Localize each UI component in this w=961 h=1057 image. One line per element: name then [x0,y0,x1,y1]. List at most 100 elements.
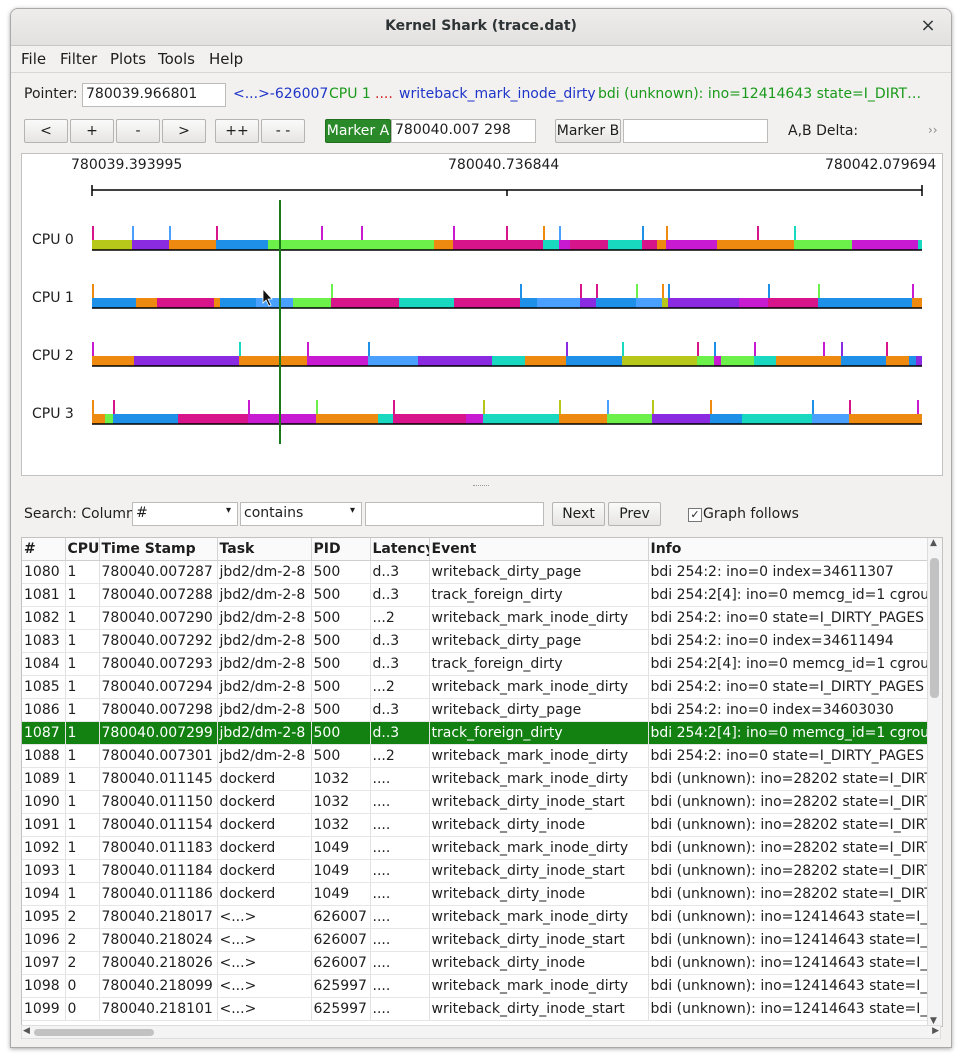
menu-filter[interactable]: Filter [60,50,98,68]
col-timestamp-cell: 780040.007298 [99,698,218,722]
scroll-down-icon[interactable]: ▼ [930,1016,937,1026]
cpu-2-task-block [368,356,418,366]
cpu-0-event-tick [321,226,323,240]
table-row[interactable]: 1091 1 780040.011154 dockerd 1032.... writeba… [22,813,928,837]
table-row[interactable]: 1089 1 780040.011145 dockerd 1032.... writeba… [22,767,928,791]
search-column-select[interactable]: # ▾ [132,502,238,526]
trace-graph[interactable]: 780039.393995 780040.736844 780042.07969… [21,153,943,476]
col-pid-header[interactable]: PID [311,538,371,561]
table-row[interactable]: 1096 2 780040.218024 <...> 626007.... writeba… [22,928,928,952]
table-row[interactable]: 1097 2 780040.218026 <...> 626007.... writeba… [22,951,928,975]
cpu-3-event-tick [393,400,395,414]
prev-button[interactable]: Prev [608,502,661,526]
col-latency-cell: d..3 [370,721,430,745]
cpu-1-task-block [768,298,818,308]
cpu-plots[interactable] [22,154,942,475]
table-row[interactable]: 1087 1 780040.007299 jbd2/dm-2-8 500 d..3 trac… [22,721,928,745]
next-button[interactable]: Next [552,502,605,526]
col-cpu-cell: 1 [65,813,100,837]
cpu-0-task-block [852,240,918,250]
table-row[interactable]: 1080 1 780040.007287 jbd2/dm-2-8 500 d..3 writ… [22,560,928,584]
col-index-header[interactable]: # [22,538,66,561]
col-pid-cell: 626007 [311,928,371,952]
title-bar: Kernel Shark (trace.dat) × [11,9,951,46]
marker-a-button[interactable]: Marker A [325,119,391,143]
col-info-header[interactable]: Info [648,538,928,561]
events-table: # CPU Time Stamp Task PID Latency Event Info 10… [21,537,943,1027]
horizontal-scroll-thumb[interactable] [34,1029,154,1036]
time-end-label: 780042.079694 [825,157,937,173]
table-row[interactable]: 1081 1 780040.007288 jbd2/dm-2-8 500 d..3 trac… [22,583,928,607]
col-cpu-header[interactable]: CPU [65,538,100,561]
col-timestamp-cell: 780040.011186 [99,882,218,906]
cpu-0-task-block [666,240,717,250]
table-row[interactable]: 1082 1 780040.007290 jbd2/dm-2-8 500 ...2 writ… [22,606,928,630]
time-mid-label: 780040.736844 [448,157,560,173]
menu-file[interactable]: File [21,50,47,68]
pointer-value-field[interactable]: 780039.966801 [82,83,226,107]
col-index-cell: 1082 [22,606,66,630]
cpu-0-task-block [543,240,559,250]
graph-follows-checkbox[interactable]: ✓ [688,508,702,522]
table-row[interactable]: 1092 1 780040.011183 dockerd 1049.... writeba… [22,836,928,860]
table-row[interactable]: 1095 2 780040.218017 <...> 626007.... writeba… [22,905,928,929]
table-row[interactable]: 1090 1 780040.011150 dockerd 1032.... writeba… [22,790,928,814]
col-info-cell: bdi 254:2: ino=0 state=I_DIRTY_PAGES fla [648,675,928,699]
cpu-3-event-tick [316,400,318,414]
toolbar-overflow-icon[interactable]: ›› [928,123,938,137]
table-row[interactable]: 1094 1 780040.011186 dockerd 1049.... writeba… [22,882,928,906]
cpu-2-task-block [418,356,492,366]
zoom-max-button[interactable]: ++ [215,119,259,143]
zoom-in-button[interactable]: + [70,119,114,143]
col-task-cell: dockerd [217,836,312,860]
marker-a-field[interactable]: 780040.007 298 [391,119,536,143]
search-condition-value: contains [244,505,304,521]
col-task-header[interactable]: Task [217,538,312,561]
scroll-left-button[interactable]: < [24,119,68,143]
col-timestamp-header[interactable]: Time Stamp [99,538,218,561]
col-event-header[interactable]: Event [429,538,649,561]
search-input[interactable] [365,502,544,526]
cpu-3-task-block [812,414,849,424]
vertical-scrollbar[interactable]: ▲ ▼ [927,538,942,1026]
table-row[interactable]: 1088 1 780040.007301 jbd2/dm-2-8 500 ...2 writ… [22,744,928,768]
horizontal-scrollbar[interactable]: ◀ ▶ [21,1025,941,1039]
marker-b-button[interactable]: Marker B [555,119,621,143]
vertical-scroll-thumb[interactable] [930,558,939,698]
marker-b-field[interactable] [623,119,768,143]
pointer-cpu: CPU 1 [329,86,371,102]
table-row[interactable]: 1084 1 780040.007293 jbd2/dm-2-8 500 d..3 trac… [22,652,928,676]
cpu-3-event-tick [483,400,485,414]
scroll-left-icon[interactable]: ◀ [23,1026,30,1036]
cpu-1-event-tick [668,284,670,298]
table-row[interactable]: 1099 0 780040.218101 <...> 625997.... writeba… [22,997,928,1021]
splitter-handle[interactable] [473,485,489,486]
cpu-1-event-tick [580,284,582,298]
table-row[interactable]: 1093 1 780040.011184 dockerd 1049.... writeba… [22,859,928,883]
zoom-out-button[interactable]: - [116,119,160,143]
search-condition-select[interactable]: contains ▾ [240,502,362,526]
menu-tools[interactable]: Tools [158,50,195,68]
delta-label: A,B Delta: [788,123,859,139]
scroll-right-button[interactable]: > [162,119,206,143]
col-cpu-cell: 1 [65,836,100,860]
cpu-0-task-block [918,240,922,250]
menu-help[interactable]: Help [209,50,244,68]
col-timestamp-cell: 780040.218026 [99,951,218,975]
zoom-min-button[interactable]: - - [261,119,305,143]
table-row[interactable]: 1086 1 780040.007298 jbd2/dm-2-8 500 d..3 writ… [22,698,928,722]
cpu-0-task-block [361,240,434,250]
scroll-right-icon[interactable]: ▶ [932,1026,939,1036]
cpu-3-task-block [248,414,316,424]
col-index-cell: 1094 [22,882,66,906]
scroll-up-icon[interactable]: ▲ [930,538,937,548]
close-icon[interactable]: × [920,15,936,36]
cpu-0-task-block [570,240,608,250]
cpu-0-event-tick [361,226,363,240]
table-row[interactable]: 1098 0 780040.218099 <...> 625997.... writeba… [22,974,928,998]
menu-plots[interactable]: Plots [110,50,147,68]
table-row[interactable]: 1085 1 780040.007294 jbd2/dm-2-8 500 ...2 writ… [22,675,928,699]
table-row[interactable]: 1083 1 780040.007292 jbd2/dm-2-8 500 d..3 writ… [22,629,928,653]
col-latency-header[interactable]: Latency [370,538,430,561]
col-index-cell: 1093 [22,859,66,883]
